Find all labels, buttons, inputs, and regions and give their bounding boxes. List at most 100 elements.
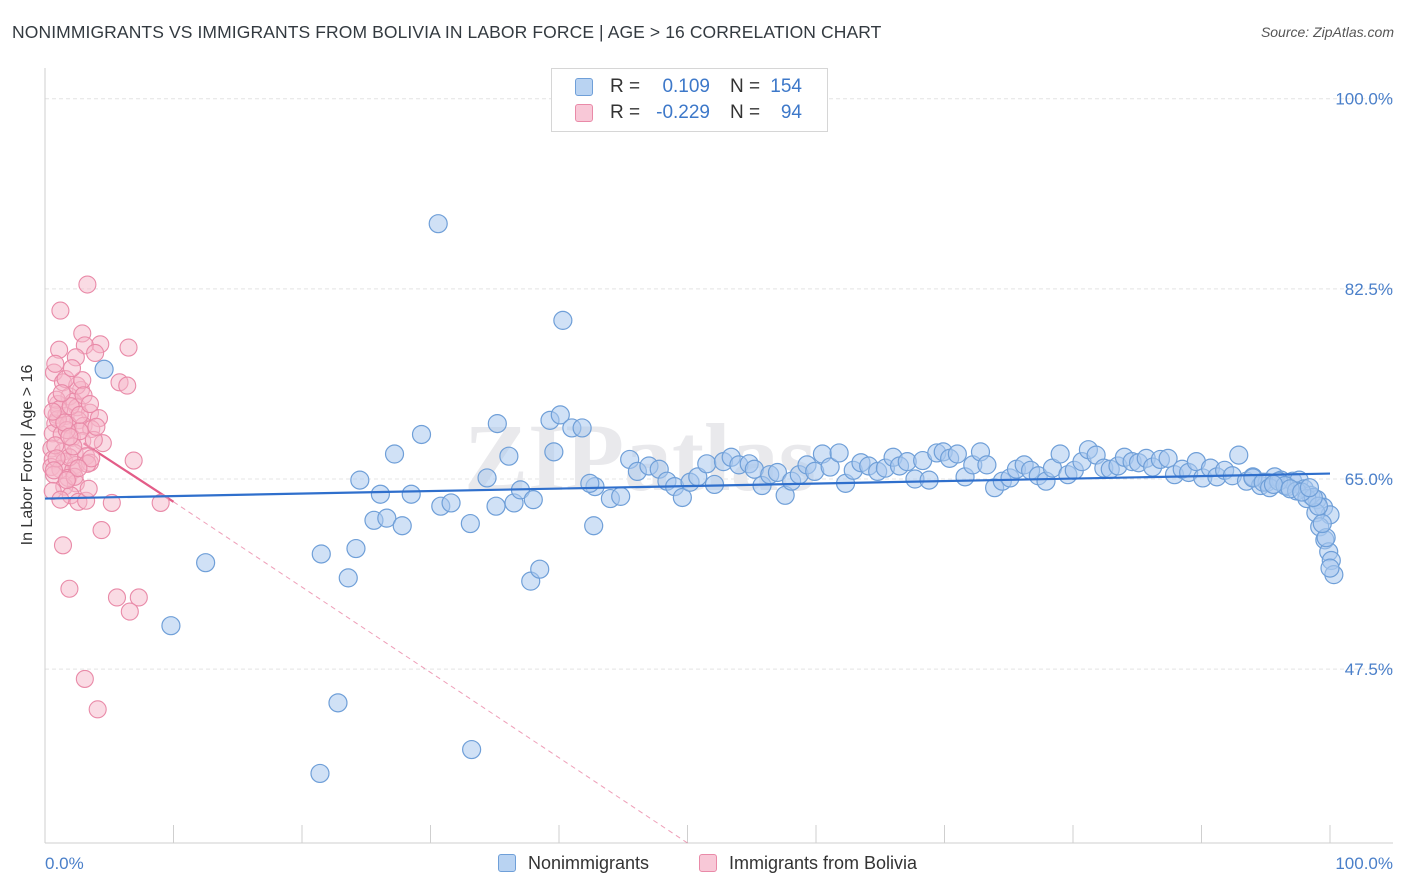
- point-nonimmigrants-51: [829, 443, 849, 463]
- bottom-legend-swatch-pink: [699, 854, 717, 872]
- legend-swatch-blue: [575, 78, 593, 96]
- point-nonimmigrants-50: [820, 457, 840, 477]
- point-nonimmigrants-6: [550, 405, 570, 425]
- point-nonimmigrants-21: [523, 490, 543, 510]
- point-bolivia-78: [52, 384, 71, 403]
- point-nonimmigrants-134: [1320, 558, 1340, 578]
- point-nonimmigrants-71: [977, 455, 997, 475]
- point-nonimmigrants-12: [350, 470, 370, 490]
- point-nonimmigrants-146: [346, 538, 366, 559]
- point-nonimmigrants-152: [530, 559, 550, 579]
- point-bolivia-85: [87, 417, 106, 436]
- point-nonimmigrants-4: [487, 414, 507, 434]
- point-bolivia-7: [86, 343, 105, 363]
- trend-line-nonimmigrants: [44, 472, 1331, 500]
- y-tick-labels: 47.5% 65.0% 82.5% 100.0%: [1335, 90, 1393, 679]
- point-nonimmigrants-153: [584, 516, 604, 536]
- point-nonimmigrants-11: [544, 442, 564, 462]
- point-nonimmigrants-136: [1312, 513, 1332, 534]
- gridlines: [45, 98, 1393, 670]
- correlation-legend: R = 0.109 N = 154 R = -0.229 N = 94: [551, 68, 828, 132]
- point-bolivia-53: [151, 493, 170, 512]
- point-nonimmigrants-17: [477, 468, 497, 488]
- point-bolivia-88: [69, 459, 88, 478]
- point-bolivia-92: [62, 359, 82, 378]
- point-nonimmigrants-143: [196, 553, 216, 573]
- point-nonimmigrants-34: [697, 454, 717, 474]
- y-tick-label-2: 82.5%: [1345, 280, 1393, 299]
- point-bolivia-87: [60, 427, 79, 446]
- x-tick-labels: 0.0% 100.0%: [45, 854, 1393, 873]
- bottom-legend-swatch-blue: [498, 854, 516, 872]
- trend-line-blue: [44, 472, 1331, 500]
- legend-swatch-pink: [575, 104, 593, 122]
- point-bolivia-1: [51, 301, 70, 320]
- point-bolivia-40: [124, 451, 143, 470]
- point-bolivia-66: [129, 588, 148, 607]
- point-bolivia-67: [120, 602, 139, 621]
- point-nonimmigrants-148: [377, 508, 397, 528]
- trend-line-bolivia: [82, 442, 175, 503]
- point-bolivia-80: [82, 449, 101, 468]
- trend-line-bolivia-extension: [173, 501, 688, 844]
- y-tick-label-1: 65.0%: [1345, 470, 1393, 489]
- point-bolivia-91: [80, 394, 100, 414]
- legend-r-value: 0.109: [662, 76, 710, 97]
- point-bolivia-52: [102, 493, 121, 512]
- legend-n-value: 94: [780, 102, 802, 123]
- bottom-legend-label: Immigrants from Bolivia: [729, 853, 918, 873]
- point-nonimmigrants-67: [947, 444, 967, 464]
- point-bolivia-89: [51, 490, 70, 509]
- point-bolivia-86: [43, 402, 62, 421]
- point-nonimmigrants-96: [1158, 448, 1178, 468]
- point-nonimmigrants-10: [499, 446, 519, 466]
- point-nonimmigrants-14: [401, 484, 421, 504]
- point-nonimmigrants-3: [411, 424, 432, 445]
- point-nonimmigrants-0: [428, 214, 448, 234]
- legend-r-label: R =: [610, 102, 641, 123]
- legend-row-nonimmigrants: R = 0.109 N = 154: [552, 74, 827, 100]
- point-nonimmigrants-43: [767, 462, 788, 483]
- legend-r-label: R =: [610, 76, 641, 97]
- point-nonimmigrants-9: [384, 444, 405, 464]
- point-nonimmigrants-150: [460, 513, 480, 534]
- point-nonimmigrants-63: [919, 470, 939, 490]
- point-nonimmigrants-24: [611, 486, 631, 506]
- trend-lines-pink: [82, 442, 688, 844]
- source-credit: Source: ZipAtlas.com: [1260, 24, 1394, 40]
- series-immigrants-bolivia: [42, 275, 170, 719]
- bottom-legend-label: Nonimmigrants: [528, 853, 650, 873]
- point-bolivia-5: [119, 338, 138, 357]
- point-nonimmigrants-149: [392, 516, 412, 536]
- point-bolivia-0: [78, 275, 97, 294]
- point-bolivia-62: [92, 521, 111, 540]
- point-nonimmigrants-81: [1050, 444, 1070, 464]
- point-nonimmigrants-155: [328, 693, 348, 713]
- y-tick-label-0: 47.5%: [1345, 660, 1393, 679]
- point-bolivia-63: [53, 536, 73, 555]
- point-bolivia-81: [44, 461, 64, 480]
- point-bolivia-93: [57, 471, 76, 490]
- point-nonimmigrants-1: [553, 310, 573, 330]
- point-nonimmigrants-18: [486, 496, 506, 516]
- legend-n-value: 154: [770, 76, 802, 97]
- point-bolivia-11: [118, 376, 137, 395]
- point-nonimmigrants-154: [161, 616, 181, 636]
- y-tick-label-3: 100.0%: [1335, 90, 1393, 109]
- point-nonimmigrants-157: [462, 739, 482, 760]
- point-nonimmigrants-142: [1299, 478, 1320, 498]
- point-bolivia-76: [79, 479, 98, 498]
- point-nonimmigrants-106: [1229, 445, 1249, 465]
- point-nonimmigrants-16: [441, 493, 461, 513]
- point-nonimmigrants-139: [1263, 474, 1284, 495]
- point-nonimmigrants-144: [311, 544, 331, 564]
- point-nonimmigrants-13: [370, 484, 390, 504]
- legend-n-label: N =: [730, 76, 761, 97]
- point-nonimmigrants-31: [672, 487, 692, 508]
- point-nonimmigrants-8: [572, 418, 592, 438]
- point-bolivia-90: [46, 354, 65, 373]
- point-bolivia-69: [88, 700, 107, 719]
- point-nonimmigrants-2: [94, 359, 114, 379]
- point-bolivia-68: [75, 669, 94, 688]
